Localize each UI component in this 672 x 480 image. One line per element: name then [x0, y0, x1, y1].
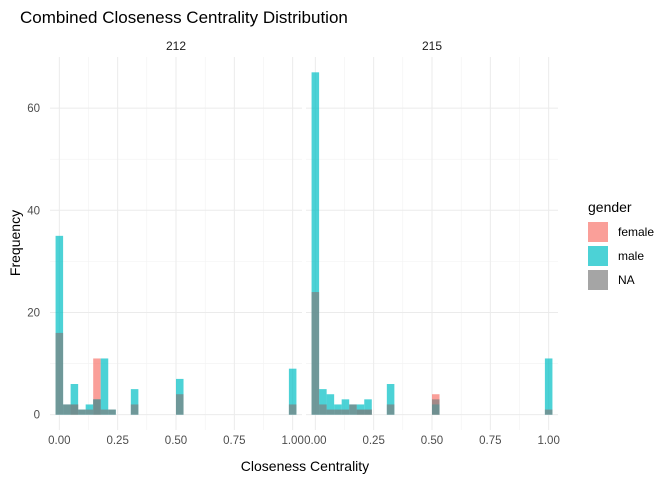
- x-tick-label: 1.00: [537, 435, 559, 447]
- facet-strip-label: 215: [422, 39, 442, 53]
- bar-na: [85, 409, 94, 415]
- x-tick-label: 0.75: [223, 435, 245, 447]
- bar-na: [93, 399, 101, 415]
- y-tick-label: 60: [27, 103, 40, 115]
- bar-na: [356, 409, 365, 415]
- bar-male: [130, 389, 139, 415]
- bar-na: [288, 404, 297, 415]
- legend-swatch: [588, 222, 608, 242]
- legend-item-male: male: [588, 246, 644, 266]
- bar-na: [334, 409, 342, 415]
- legend: gender female male NA: [588, 199, 654, 290]
- facet-panel-212: 212 0.00 0.25 0.50 0.75 1.00: [48, 39, 304, 447]
- bar-na: [349, 404, 357, 415]
- bar-na: [63, 404, 71, 415]
- bar-male: [288, 368, 297, 415]
- bar-male: [319, 389, 327, 415]
- x-tick-label: 0.25: [106, 435, 128, 447]
- bar-na: [364, 409, 372, 415]
- bar-na: [319, 404, 327, 415]
- y-tick-label: 40: [27, 205, 40, 217]
- facet-panels: 0 20 40 60 212 0.00 0.25 0.50 0.75 1.00 215 0.00 0.2…: [27, 39, 560, 447]
- x-tick-label: 1.00: [281, 435, 303, 447]
- bar-male: [386, 384, 395, 415]
- legend-label: female: [618, 225, 654, 239]
- y-tick-label: 0: [34, 410, 40, 422]
- bar-male: [364, 399, 372, 415]
- bar-na: [311, 292, 320, 415]
- x-tick-label: 0.25: [362, 435, 384, 447]
- legend-swatch: [588, 270, 608, 290]
- x-tick-label: 0.75: [479, 435, 501, 447]
- facet-panel-215: 215 0.00 0.25 0.50 0.75 1.00: [304, 39, 560, 447]
- bar-na: [108, 409, 116, 415]
- chart-title: Combined Closeness Centrality Distributi…: [20, 8, 348, 27]
- bar-na: [70, 404, 79, 415]
- bar-na: [326, 409, 335, 415]
- bar-male: [544, 358, 553, 415]
- bar-male: [70, 384, 79, 415]
- bar-male: [100, 358, 109, 415]
- bar-male: [341, 399, 350, 415]
- bar-na: [431, 399, 440, 415]
- x-axis-label: Closeness Centrality: [241, 458, 369, 474]
- legend-swatch: [588, 246, 608, 266]
- x-tick-label: 0.00: [48, 435, 70, 447]
- y-tick-label: 20: [27, 307, 40, 319]
- facet-strip-label: 212: [166, 39, 186, 53]
- bar-na: [544, 409, 553, 415]
- x-tick-label: 0.00: [304, 435, 326, 447]
- bar-male: [326, 394, 335, 415]
- x-tick-label: 0.50: [421, 435, 443, 447]
- x-tick-label: 0.50: [165, 435, 187, 447]
- bar-na: [341, 409, 350, 415]
- bar-male: [311, 72, 320, 415]
- bar-na: [100, 409, 109, 415]
- bar-na: [175, 394, 184, 415]
- y-axis-label: Frequency: [7, 210, 23, 276]
- legend-item-na: NA: [588, 270, 635, 290]
- legend-item-female: female: [588, 222, 654, 242]
- legend-label: male: [618, 249, 644, 263]
- bar-na: [130, 404, 139, 415]
- bar-na: [78, 409, 86, 415]
- legend-items: female male NA: [588, 222, 654, 290]
- bar-na: [386, 404, 395, 415]
- bar-na: [55, 332, 64, 415]
- bar-male: [55, 235, 64, 415]
- bar-female: [93, 358, 101, 415]
- legend-title: gender: [588, 199, 632, 215]
- legend-label: NA: [618, 273, 635, 287]
